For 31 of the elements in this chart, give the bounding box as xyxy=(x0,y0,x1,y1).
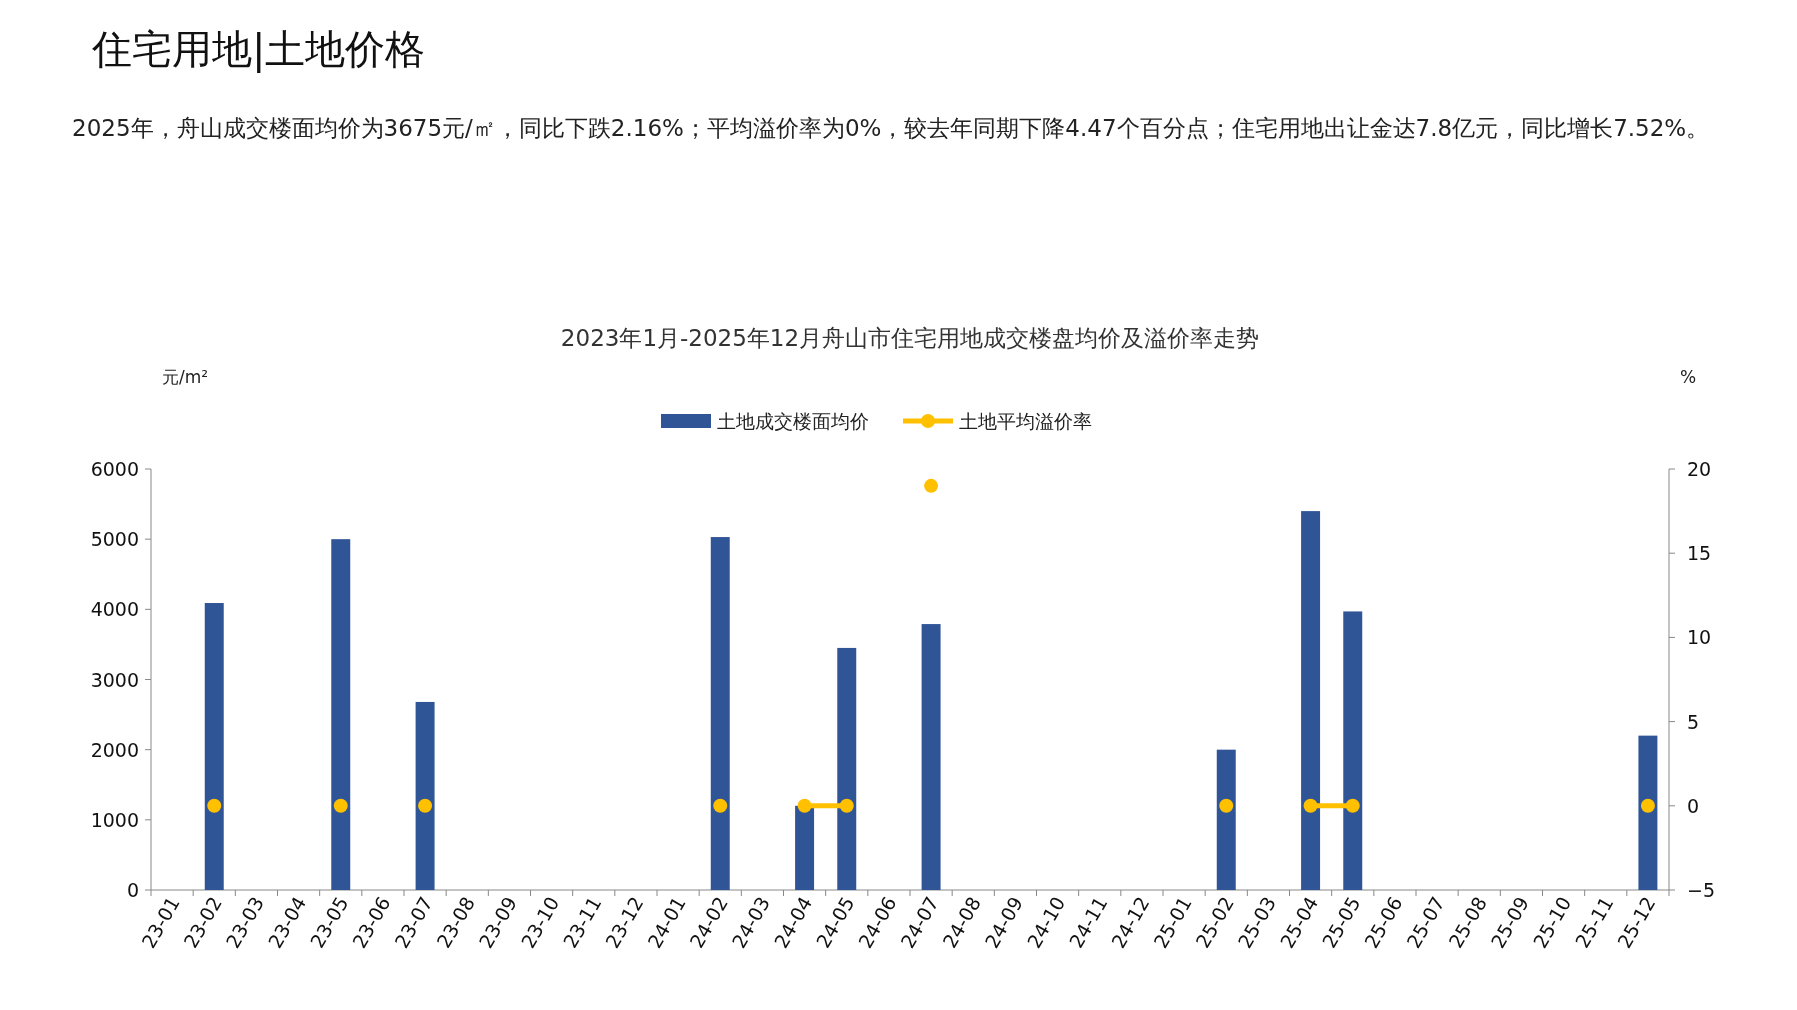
bar xyxy=(331,539,351,890)
bar xyxy=(921,624,941,890)
bar xyxy=(837,647,857,890)
y2-tick-label: 5 xyxy=(1687,710,1700,733)
y-tick-label: 0 xyxy=(126,879,139,901)
y2-axis-title: % xyxy=(1679,367,1697,387)
bar xyxy=(204,603,224,890)
legend-label: 土地平均溢价率 xyxy=(959,410,1092,432)
legend-label: 土地成交楼面均价 xyxy=(717,410,869,432)
y-tick-label: 2000 xyxy=(90,738,139,761)
y-tick-label: 5000 xyxy=(90,528,139,551)
y2-tick-label: 0 xyxy=(1687,794,1700,817)
bar xyxy=(1638,735,1658,890)
y2-tick-label: 20 xyxy=(1687,458,1712,480)
y2-tick-label: 15 xyxy=(1687,542,1712,565)
y2-tick-label: 10 xyxy=(1687,626,1712,649)
bar xyxy=(795,805,815,890)
y-tick-label: 3000 xyxy=(90,668,139,691)
y-axis-title: 元/m² xyxy=(161,367,209,387)
text: 2025年，舟山成交楼面均价为3675元/㎡，同比下跌2.16%；平均溢价率为0%，较去年同期下降4.47个百分点；住宅用地出让金达7.8亿元，同比增长7.52%。 xyxy=(72,114,1711,143)
y-tick-label: 6000 xyxy=(90,458,139,480)
y2-tick-label: −5 xyxy=(1687,879,1716,901)
chart-title: 2023年1月-2025年12月舟山市住宅用地成交楼盘均价及溢价率走势 xyxy=(560,325,1260,351)
bar xyxy=(710,537,730,890)
bar xyxy=(1343,611,1363,890)
bar xyxy=(1216,749,1236,890)
bar xyxy=(1301,511,1321,890)
y-tick-label: 4000 xyxy=(90,598,139,621)
text: 住宅用地|土地价格 xyxy=(92,25,426,75)
bar xyxy=(415,701,435,890)
y-tick-label: 1000 xyxy=(90,808,139,831)
